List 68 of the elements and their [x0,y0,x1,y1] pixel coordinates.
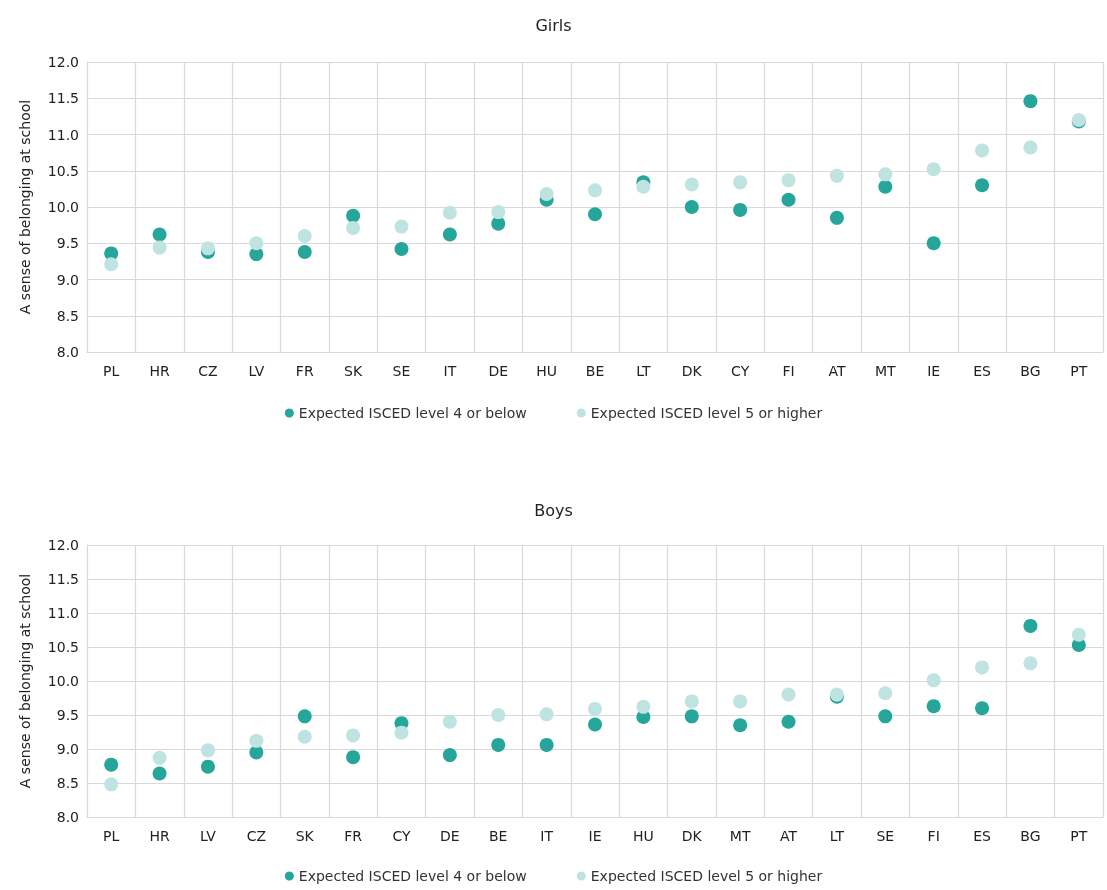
y-tick-label: 10.5 [47,162,79,179]
x-tick-label: FI [782,363,795,379]
y-axis-title: A sense of belonging at school [17,573,33,789]
x-tick-label: BG [1020,828,1041,844]
legend-label: Expected ISCED level 5 or higher [590,405,823,421]
y-tick-label: 11.5 [47,571,79,587]
y-tick-label: 11.0 [47,605,79,621]
x-tick-label: DE [440,828,460,844]
x-tick-label: CY [392,828,411,844]
legend-label: Expected ISCED level 4 or below [298,405,527,421]
y-tick-label: 9.5 [56,235,79,252]
y-tick-label: 11.5 [47,90,79,107]
x-tick-label: MT [874,363,897,379]
y-tick-label: 8.5 [56,775,79,791]
x-tick-label: IT [443,363,457,379]
x-tick-label: PT [1070,363,1088,379]
x-tick-label: AT [828,363,846,379]
x-tick-label: DK [681,828,703,844]
x-tick-label: ES [973,363,992,379]
x-tick-label: MT [729,828,751,844]
y-tick-label: 8.0 [56,344,79,360]
x-tick-label: BG [1020,363,1041,379]
x-tick-label: AT [780,828,798,844]
x-tick-label: BE [489,828,508,844]
y-tick-label: 8.5 [56,307,79,324]
x-tick-label: BE [585,363,605,379]
x-tick-label: IE [927,363,941,379]
x-tick-label: LV [248,363,265,379]
x-tick-label: SK [295,828,315,844]
x-tick-label: ES [973,828,992,844]
y-tick-label: 8.0 [56,809,79,825]
legend-label: Expected ISCED level 4 or below [298,868,527,884]
x-tick-label: SE [392,363,411,379]
x-tick-label: PL [103,828,120,844]
y-tick-label: 11.0 [47,126,79,143]
chart-title: Boys [534,500,573,520]
y-tick-label: 9.0 [56,271,79,288]
x-tick-label: HR [149,828,170,844]
x-tick-label: LT [829,828,845,844]
y-tick-label: 9.5 [56,707,79,723]
x-tick-label: HR [149,363,170,379]
y-tick-label: 10.0 [47,199,79,215]
y-tick-label: 9.0 [56,741,79,757]
x-tick-label: FR [295,363,314,379]
x-tick-label: SE [876,828,895,844]
y-tick-label: 10.5 [47,639,79,655]
x-tick-label: DE [488,363,509,379]
chart-title: Girls [535,15,572,35]
y-tick-label: 12.0 [47,537,79,553]
x-tick-label: FR [344,828,363,844]
x-tick-label: FI [927,828,940,844]
x-tick-label: CY [731,363,750,379]
x-tick-label: LV [200,828,217,844]
x-tick-label: IT [540,828,554,844]
x-tick-label: SK [344,363,363,379]
x-tick-label: DK [681,363,703,379]
legend-label: Expected ISCED level 5 or higher [590,868,823,884]
x-tick-label: PT [1070,828,1088,844]
x-tick-label: HU [536,363,558,379]
y-axis-title: A sense of belonging at school [17,99,33,315]
x-tick-label: CZ [246,828,267,844]
x-tick-label: HU [632,828,654,844]
y-tick-label: 12.0 [47,54,79,70]
x-tick-label: CZ [198,363,218,379]
x-tick-label: PL [103,363,120,379]
y-tick-label: 10.0 [47,673,79,689]
x-tick-label: IE [588,828,602,844]
x-tick-label: LT [636,363,652,379]
